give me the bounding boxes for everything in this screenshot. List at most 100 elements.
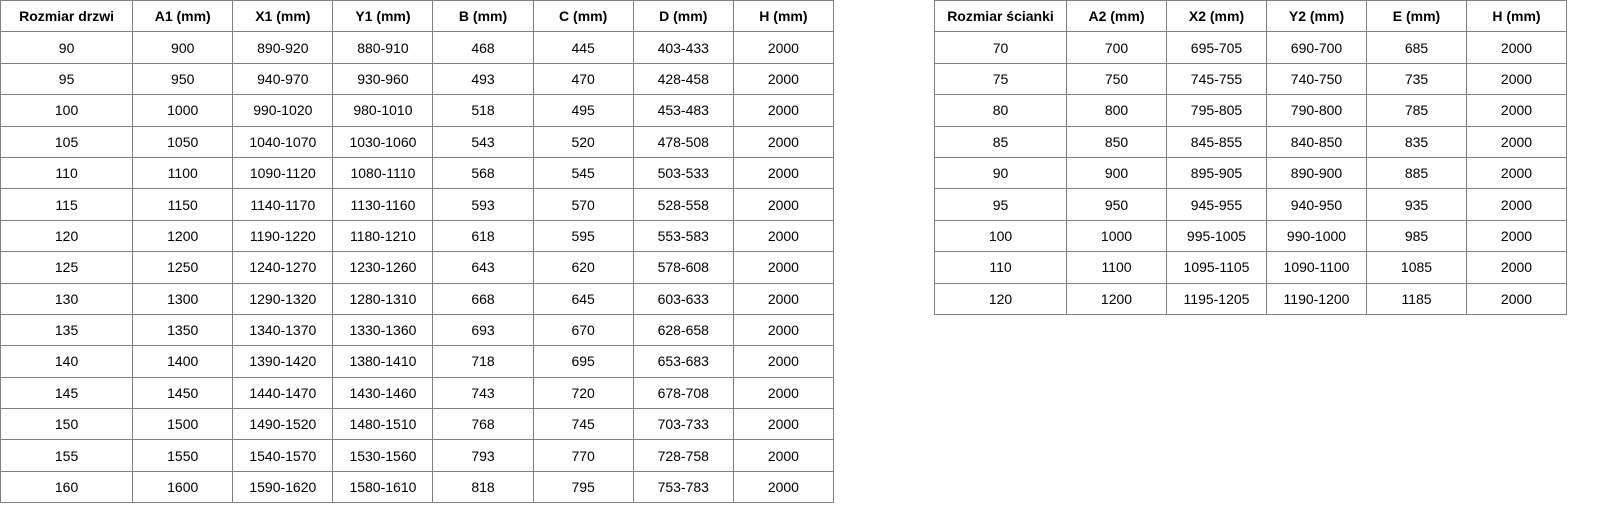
table-cell: 1400 <box>132 345 234 378</box>
table-cell: 990-1000 <box>1266 219 1367 253</box>
table-cell: 653-683 <box>632 345 734 378</box>
table-row: 70 700 695-705 690-700 685 2000 <box>934 31 1567 64</box>
table-cell: 695 <box>532 345 634 378</box>
table-cell: 940-950 <box>1266 188 1367 221</box>
table-cell: 890-920 <box>232 31 334 64</box>
table-cell: 2000 <box>732 62 835 96</box>
table-cell: 445 <box>532 31 634 64</box>
table-cell: 643 <box>432 251 534 284</box>
table-cell: 2000 <box>732 188 835 221</box>
column-header: D (mm) <box>632 0 734 33</box>
table-cell: 785 <box>1366 94 1467 127</box>
table-row: 100 1000 995-1005 990-1000 985 2000 <box>934 219 1567 253</box>
table-cell: 553-583 <box>632 219 734 253</box>
table-cell: 90 <box>0 31 134 64</box>
table-cell: 1290-1320 <box>232 282 334 315</box>
table-cell: 940-970 <box>232 62 334 96</box>
table-cell: 645 <box>532 282 634 315</box>
table-cell: 740-750 <box>1266 62 1367 96</box>
table-cell: 618 <box>432 219 534 253</box>
table-cell: 1185 <box>1366 282 1467 315</box>
table-cell: 1580-1610 <box>332 470 434 504</box>
table-row: 80 800 795-805 790-800 785 2000 <box>934 94 1567 127</box>
table-row: 85 850 845-855 840-850 835 2000 <box>934 125 1567 158</box>
table-cell: 2000 <box>1466 62 1567 96</box>
table-cell: 1530-1560 <box>332 439 434 472</box>
table-cell: 428-458 <box>632 62 734 96</box>
table-cell: 2000 <box>732 282 835 315</box>
table-cell: 518 <box>432 94 534 127</box>
header-row: Rozmiar drzwi A1 (mm) X1 (mm) Y1 (mm) B (mm)… <box>0 0 835 33</box>
table-cell: 1250 <box>132 251 234 284</box>
table-cell: 1130-1160 <box>332 188 434 221</box>
table-cell: 745-755 <box>1166 62 1267 96</box>
table-row: 110 1100 1095-1105 1090-1100 1085 2000 <box>934 251 1567 284</box>
table-cell: 770 <box>532 439 634 472</box>
table-cell: 545 <box>532 156 634 190</box>
table-cell: 1480-1510 <box>332 408 434 441</box>
table-cell: 735 <box>1366 62 1467 96</box>
table-cell: 110 <box>934 251 1067 284</box>
table-cell: 743 <box>432 376 534 410</box>
table-cell: 1000 <box>1066 219 1167 253</box>
table-cell: 1440-1470 <box>232 376 334 410</box>
table-row: 95 950 945-955 940-950 935 2000 <box>934 188 1567 221</box>
column-header: A2 (mm) <box>1066 0 1167 33</box>
table-cell: 478-508 <box>632 125 734 158</box>
table-cell: 950 <box>132 62 234 96</box>
table-cell: 995-1005 <box>1166 219 1267 253</box>
table-cell: 105 <box>0 125 134 158</box>
table-row: 155 1550 1540-1570 1530-1560 793 770 728-758 20… <box>0 439 835 472</box>
table-cell: 1340-1370 <box>232 313 334 347</box>
table-cell: 70 <box>934 31 1067 64</box>
table-cell: 1085 <box>1366 251 1467 284</box>
table-cell: 1330-1360 <box>332 313 434 347</box>
column-header: H (mm) <box>1466 0 1567 33</box>
column-header: X1 (mm) <box>232 0 334 33</box>
table-cell: 2000 <box>732 251 835 284</box>
table-cell: 685 <box>1366 31 1467 64</box>
table-cell: 2000 <box>1466 31 1567 64</box>
table-cell: 1180-1210 <box>332 219 434 253</box>
table-cell: 1540-1570 <box>232 439 334 472</box>
wall-dimensions-table: Rozmiar ścianki A2 (mm) X2 (mm) Y2 (mm) E (m… <box>934 0 1567 315</box>
door-dimensions-table: Rozmiar drzwi A1 (mm) X1 (mm) Y1 (mm) B (mm)… <box>0 0 835 504</box>
table-cell: 95 <box>0 62 134 96</box>
column-header: X2 (mm) <box>1166 0 1267 33</box>
table-cell: 1240-1270 <box>232 251 334 284</box>
column-header: E (mm) <box>1366 0 1467 33</box>
table-cell: 678-708 <box>632 376 734 410</box>
header-row: Rozmiar ścianki A2 (mm) X2 (mm) Y2 (mm) E (m… <box>934 0 1567 33</box>
table-cell: 493 <box>432 62 534 96</box>
table-cell: 1090-1120 <box>232 156 334 190</box>
table-cell: 543 <box>432 125 534 158</box>
table-row: 100 1000 990-1020 980-1010 518 495 453-483 2000 <box>0 94 835 127</box>
table-cell: 1200 <box>132 219 234 253</box>
table-cell: 2000 <box>732 94 835 127</box>
table-cell: 120 <box>934 282 1067 315</box>
column-header: B (mm) <box>432 0 534 33</box>
table-cell: 880-910 <box>332 31 434 64</box>
table-cell: 1450 <box>132 376 234 410</box>
table-row: 90 900 895-905 890-900 885 2000 <box>934 156 1567 190</box>
table-row: 120 1200 1190-1220 1180-1210 618 595 553-583 20… <box>0 219 835 253</box>
table-cell: 628-658 <box>632 313 734 347</box>
table-cell: 403-433 <box>632 31 734 64</box>
table-cell: 795 <box>532 470 634 504</box>
table-cell: 1090-1100 <box>1266 251 1367 284</box>
table-cell: 2000 <box>1466 156 1567 190</box>
table-cell: 1100 <box>1066 251 1167 284</box>
column-header: Y2 (mm) <box>1266 0 1367 33</box>
table-cell: 845-855 <box>1166 125 1267 158</box>
table-cell: 670 <box>532 313 634 347</box>
table-cell: 1050 <box>132 125 234 158</box>
table-cell: 1550 <box>132 439 234 472</box>
table-cell: 495 <box>532 94 634 127</box>
table-row: 140 1400 1390-1420 1380-1410 718 695 653-683 20… <box>0 345 835 378</box>
table-cell: 150 <box>0 408 134 441</box>
table-cell: 1430-1460 <box>332 376 434 410</box>
table-cell: 130 <box>0 282 134 315</box>
table-cell: 80 <box>934 94 1067 127</box>
table-cell: 753-783 <box>632 470 734 504</box>
table-cell: 1195-1205 <box>1166 282 1267 315</box>
